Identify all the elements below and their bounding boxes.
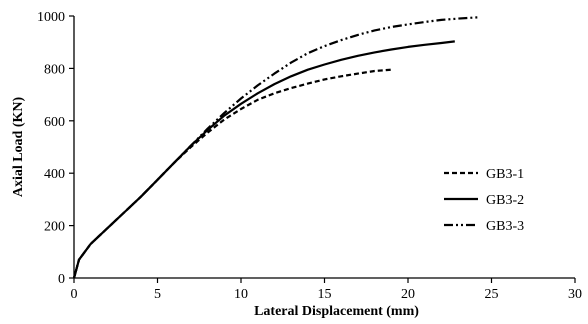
series-line-gb3-1 <box>72 68 392 279</box>
x-tick-label: 25 <box>485 287 499 302</box>
y-tick-label: 200 <box>44 220 65 235</box>
series-line-gb3-2 <box>72 40 455 279</box>
x-tick-label: 15 <box>318 287 332 302</box>
axes: 0 200 400 600 800 1000 0 5 10 15 20 25 30 <box>37 10 582 302</box>
x-tick-label: 30 <box>568 287 582 302</box>
x-tick-label: 0 <box>71 287 78 302</box>
y-tick-label: 800 <box>44 62 65 77</box>
x-tick-label: 10 <box>234 287 248 302</box>
x-tick-label: 20 <box>401 287 415 302</box>
y-tick-label: 400 <box>44 167 65 182</box>
y-axis-title: Axial Load (KN) <box>11 96 26 197</box>
series-layer <box>72 16 479 279</box>
x-axis-title: Lateral Displacement (mm) <box>254 304 419 319</box>
y-tick-label: 0 <box>58 272 65 287</box>
y-tick-label: 600 <box>44 115 65 130</box>
x-tick-label: 5 <box>154 287 161 302</box>
legend-label: GB3-2 <box>486 193 524 208</box>
legend-label: GB3-1 <box>486 167 524 182</box>
legend: GB3-1 GB3-2 GB3-3 <box>444 167 524 234</box>
y-tick-label: 1000 <box>37 10 65 25</box>
series-line-gb3-3 <box>72 16 479 279</box>
legend-label: GB3-3 <box>486 219 524 234</box>
